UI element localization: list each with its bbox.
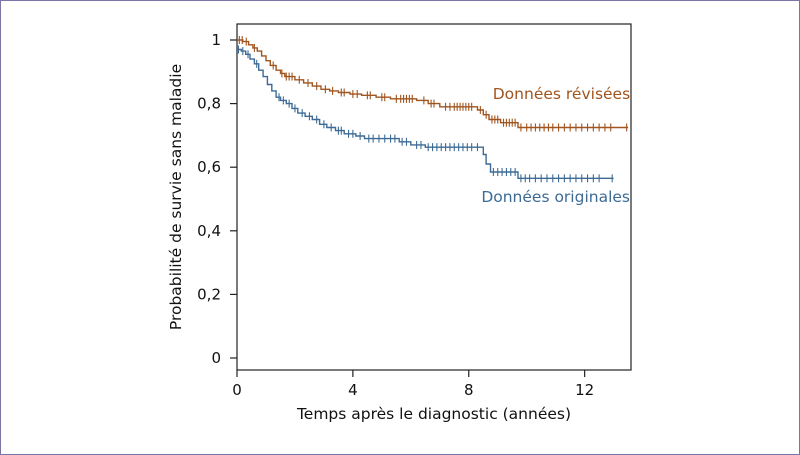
series-1: Données révisées <box>237 36 630 132</box>
y-axis-title: Probabilité de survie sans maladie <box>167 64 185 330</box>
plot-frame <box>236 23 632 371</box>
y-tick-label: 1 <box>211 31 221 49</box>
y-tick-label: 0,6 <box>197 158 221 176</box>
x-tick-label: 0 <box>232 381 242 399</box>
series-layer: Données révisées Données originales <box>237 36 630 206</box>
series-label: Données originales <box>481 188 630 206</box>
y-tick-label: 0,4 <box>197 222 221 240</box>
y-tick-label: 0,8 <box>197 95 221 113</box>
y-tick-label: 0 <box>211 349 221 367</box>
series-2: Données originales <box>237 45 630 206</box>
axes: 0 4 8 12 0 0,2 0,4 0,6 0,8 1 <box>197 23 632 399</box>
series-line <box>237 39 629 129</box>
x-axis-title: Temps après le diagnostic (années) <box>296 405 571 423</box>
series-label: Données révisées <box>493 85 630 103</box>
x-tick-label: 4 <box>348 381 358 399</box>
x-tick-label: 12 <box>575 381 594 399</box>
x-tick-label: 8 <box>464 381 474 399</box>
y-tick-label: 0,2 <box>197 285 221 303</box>
series-line <box>237 48 614 179</box>
